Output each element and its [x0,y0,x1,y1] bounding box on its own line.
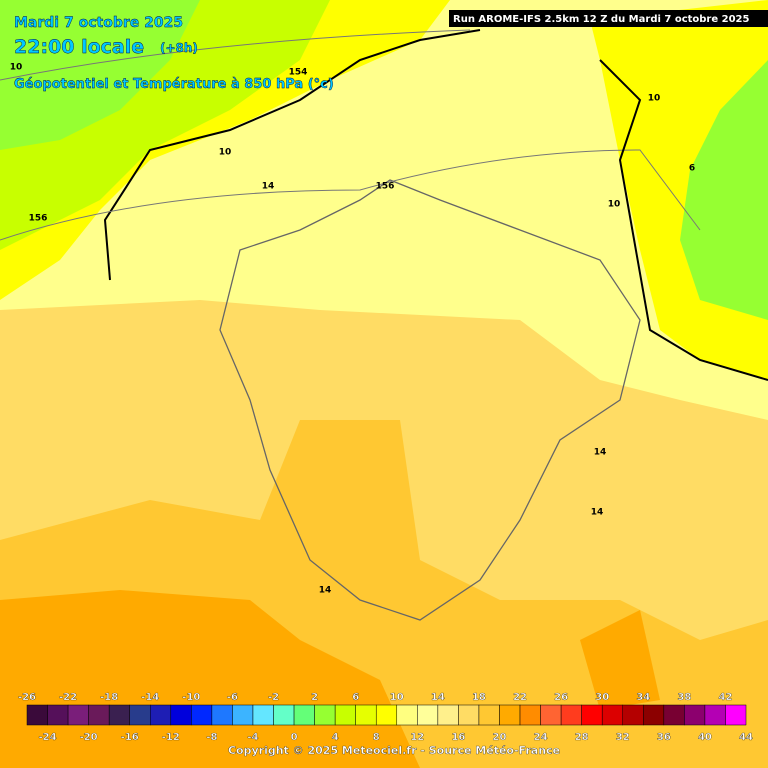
legend-label: 24 [534,732,548,743]
legend-label: 38 [677,692,691,703]
legend-swatch [704,704,726,726]
legend-label: 32 [616,732,630,743]
legend-swatch [293,704,315,726]
contour-label: 14 [262,182,275,192]
legend-swatch [355,704,377,726]
legend-swatch [47,704,69,726]
legend-swatch [334,704,356,726]
legend-label: -26 [18,692,36,703]
legend-label: -8 [206,732,217,743]
legend-swatch [273,704,295,726]
run-info: Run AROME-IFS 2.5km 12 Z du Mardi 7 octo… [453,14,749,25]
legend-label: 36 [657,732,671,743]
legend-label: 44 [739,732,753,743]
legend-label: -22 [59,692,77,703]
run-bar [449,10,768,27]
legend-swatch [396,704,418,726]
legend-swatch [581,704,603,726]
legend-label: 34 [636,692,650,703]
legend-label: -18 [100,692,118,703]
legend-label: -14 [141,692,159,703]
contour-label: 154 [289,68,308,78]
legend-swatch [519,704,541,726]
legend-swatch [232,704,254,726]
legend-label: 16 [451,732,465,743]
legend-swatch [540,704,562,726]
legend-swatch [437,704,459,726]
legend-swatch [129,704,151,726]
contour-label: 156 [376,182,395,192]
legend-swatch [211,704,233,726]
legend-label: -4 [247,732,258,743]
legend-label: 10 [390,692,404,703]
legend-label: 30 [595,692,609,703]
legend-label: 6 [352,692,359,703]
legend-label: 28 [575,732,589,743]
contour-label: 10 [608,200,621,210]
legend-label: 22 [513,692,527,703]
legend-label: 40 [698,732,712,743]
contour-label: 10 [648,94,661,104]
legend-label: 14 [431,692,445,703]
legend-swatch [150,704,172,726]
legend-label: 26 [554,692,568,703]
legend-swatch [314,704,336,726]
zone-hot-sea [580,610,660,710]
legend-swatch [725,704,747,726]
legend-swatch [375,704,398,726]
legend-label: 20 [493,732,507,743]
france-border [219,179,641,621]
time: 22:00 locale [14,36,144,58]
legend-label: -24 [39,732,57,743]
copyright: Copyright © 2025 Meteociel.fr - Source M… [228,744,560,757]
offset: (+8h) [160,41,198,55]
legend-label: 18 [472,692,486,703]
geopotential-line [0,29,701,241]
legend-label: 4 [332,732,339,743]
contour-label: 14 [591,508,604,518]
legend-label: 0 [291,732,298,743]
legend-swatch [88,704,110,726]
legend-label: -16 [121,732,139,743]
date: Mardi 7 octobre 2025 [14,15,183,31]
legend-swatch [26,704,48,726]
legend-swatch [684,704,706,726]
legend-label: 8 [373,732,380,743]
legend-swatch [622,704,644,726]
legend-swatch [67,704,89,726]
legend-label: 2 [311,692,318,703]
legend-swatch [191,704,213,726]
contour-label: 14 [594,448,607,458]
contour-label: 6 [689,164,695,174]
contour-label: 10 [10,63,23,73]
legend-label: 42 [718,692,732,703]
legend-swatch [663,704,685,726]
legend-swatch [108,704,130,726]
legend-label: -10 [182,692,200,703]
legend-swatch [478,704,500,726]
legend-label: -2 [268,692,279,703]
contour-label: 14 [319,586,332,596]
legend-swatch [170,704,192,726]
coastline-east [599,59,768,381]
field: Géopotentiel et Température à 850 hPa (°… [14,77,334,92]
legend-swatch [560,704,582,726]
legend-swatch [458,704,480,726]
legend-swatch [601,704,623,726]
legend-swatch [499,704,521,726]
zone-colder [0,0,200,150]
legend-label: 12 [410,732,424,743]
zone-cold-east [680,60,768,320]
legend-label: -20 [80,732,98,743]
coastline [103,29,481,281]
legend-swatch [417,704,439,726]
contour-label: 156 [29,214,48,224]
legend-label: -6 [227,692,238,703]
legend-swatch [252,704,274,726]
legend-swatch [643,704,665,726]
contour-label: 10 [219,148,232,158]
legend-label: -12 [162,732,180,743]
